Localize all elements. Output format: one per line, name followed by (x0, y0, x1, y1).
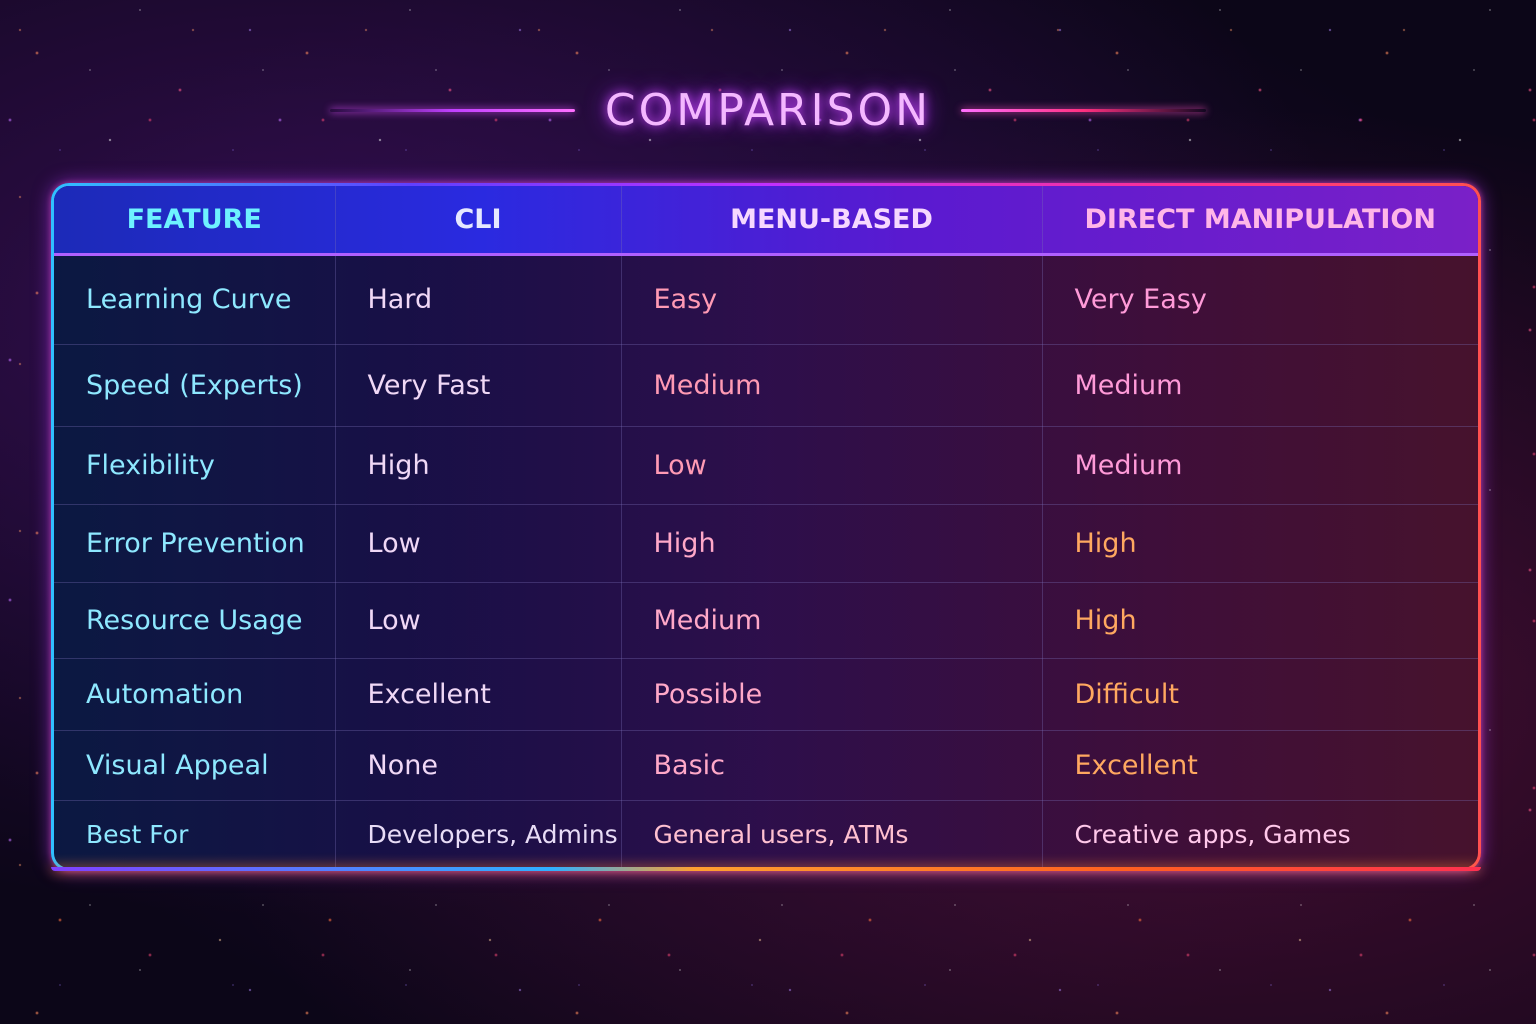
feature-cell: Best For (54, 800, 336, 868)
direct-manipulation-cell: Creative apps, Games (1074, 819, 1351, 849)
cli-cell: Developers, Admins (335, 800, 622, 868)
menu-based-cell: Easy (621, 254, 1043, 345)
page-title: COMPARISON (604, 84, 932, 136)
comparison-table: FEATURE CLI MENU-BASED DIRECT MANIPULATI… (54, 186, 1478, 868)
menu-based-cell: Possible (621, 658, 1043, 731)
comparison-table-frame: FEATURE CLI MENU-BASED DIRECT MANIPULATI… (51, 183, 1481, 871)
direct-manipulation-cell: High (1042, 504, 1478, 583)
cli-cell: Excellent (335, 658, 622, 731)
cli-cell: None (335, 730, 622, 801)
feature-cell: Error Prevention (54, 504, 336, 583)
title-banner: COMPARISON (0, 80, 1536, 140)
table-row: Error Prevention Low High High (54, 504, 1478, 583)
menu-based-cell: Low (621, 426, 1043, 505)
feature-cell: Automation (54, 658, 336, 731)
direct-manipulation-cell: Medium (1042, 426, 1478, 505)
direct-manipulation-cell: Difficult (1042, 658, 1478, 731)
table-row: Learning Curve Hard Easy Very Easy (54, 254, 1478, 345)
menu-based-cell: Basic (621, 730, 1043, 801)
menu-based-cell: Medium (621, 582, 1043, 659)
table-row: Visual Appeal None Basic Excellent (54, 730, 1478, 801)
feature-cell: Learning Curve (54, 254, 336, 345)
cli-cell: Hard (335, 254, 622, 345)
column-header-direct-manipulation: DIRECT MANIPULATION (1042, 186, 1478, 256)
comparison-table-container: FEATURE CLI MENU-BASED DIRECT MANIPULATI… (54, 186, 1478, 868)
direct-manipulation-cell: Very Easy (1042, 254, 1478, 345)
column-header-menu-based: MENU-BASED (621, 186, 1043, 256)
menu-based-cell: High (621, 504, 1043, 583)
table-row: Resource Usage Low Medium High (54, 582, 1478, 659)
title-divider-left (329, 108, 575, 112)
title-divider-right (961, 108, 1207, 112)
cli-cell: Low (335, 582, 622, 659)
feature-cell: Speed (Experts) (54, 344, 336, 427)
menu-based-cell: General users, ATMs (621, 800, 1043, 868)
menu-based-cell: Medium (621, 344, 1043, 427)
table-row: Automation Excellent Possible Difficult (54, 658, 1478, 731)
column-header-feature: FEATURE (54, 186, 336, 256)
direct-manipulation-cell: Excellent (1042, 730, 1478, 801)
table-row: Speed (Experts) Very Fast Medium Medium (54, 344, 1478, 427)
feature-cell: Visual Appeal (54, 730, 336, 801)
cli-cell: High (335, 426, 622, 505)
table-row: Best For Developers, Admins General user… (54, 800, 1478, 868)
cli-cell: Low (335, 504, 622, 583)
feature-cell: Flexibility (54, 426, 336, 505)
column-header-cli: CLI (335, 186, 622, 256)
table-header-row: FEATURE CLI MENU-BASED DIRECT MANIPULATI… (54, 186, 1478, 256)
feature-cell: Resource Usage (54, 582, 336, 659)
direct-manipulation-cell: High (1042, 582, 1478, 659)
cli-cell: Very Fast (335, 344, 622, 427)
direct-manipulation-cell: Medium (1042, 344, 1478, 427)
table-row: Flexibility High Low Medium (54, 426, 1478, 505)
